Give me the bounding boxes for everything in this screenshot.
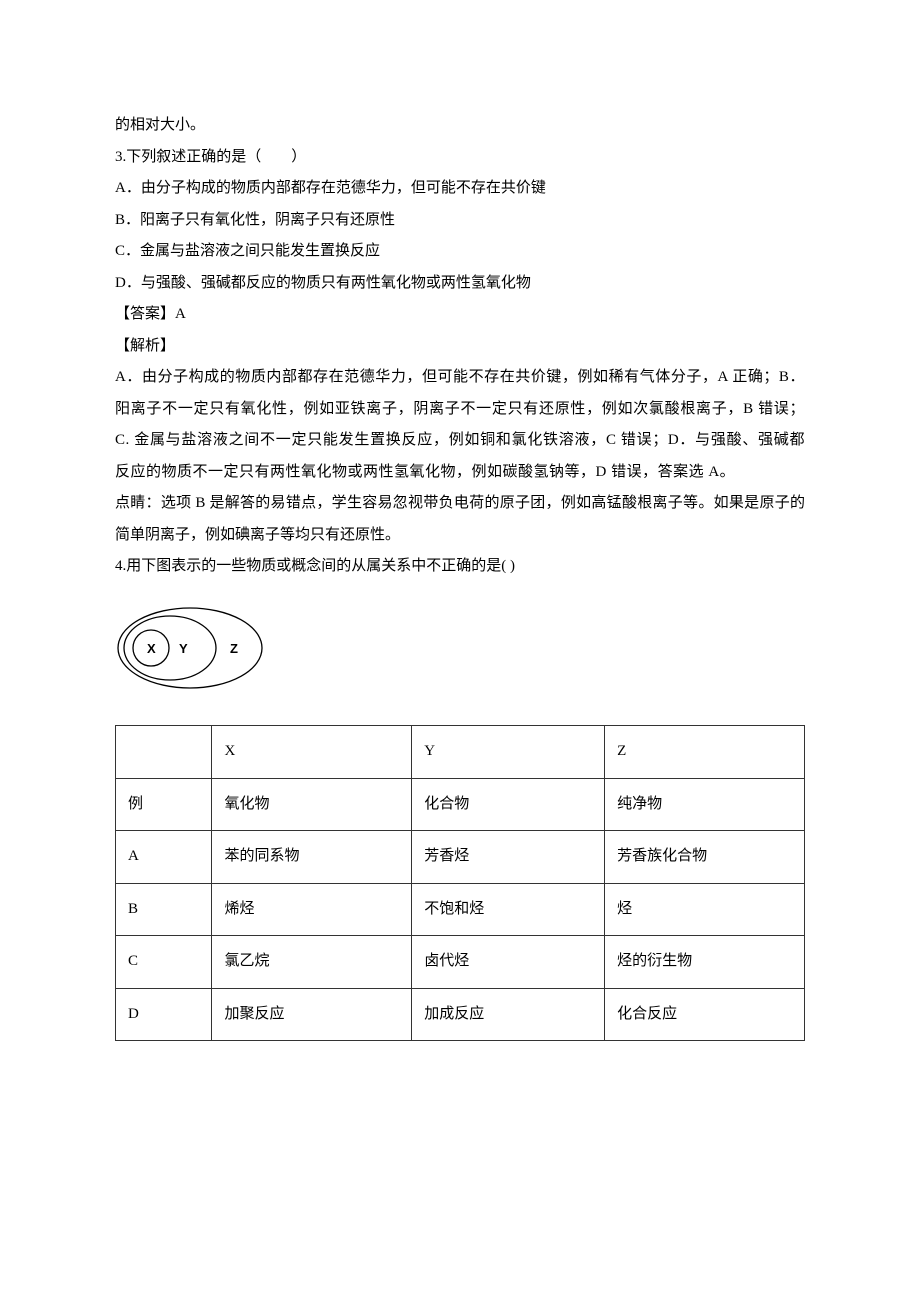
- table-cell: A: [116, 831, 212, 884]
- table-cell: 不饱和烃: [412, 883, 605, 936]
- question-3-option-b: B．阳离子只有氧化性，阴离子只有还原性: [115, 205, 805, 237]
- table-cell: C: [116, 936, 212, 989]
- table-cell: 加聚反应: [212, 988, 412, 1041]
- table-header-y: Y: [412, 726, 605, 779]
- table-cell: 纯净物: [605, 778, 805, 831]
- question-3-option-c: C．金属与盐溶液之间只能发生置换反应: [115, 236, 805, 268]
- table-cell: D: [116, 988, 212, 1041]
- continuation-text: 的相对大小。: [115, 110, 805, 142]
- table-cell: B: [116, 883, 212, 936]
- table-cell: 氧化物: [212, 778, 412, 831]
- table-row: C 氯乙烷 卤代烃 烃的衍生物: [116, 936, 805, 989]
- table-cell: 例: [116, 778, 212, 831]
- venn-ellipse-y: [124, 616, 216, 680]
- table-header-x: X: [212, 726, 412, 779]
- venn-label-z: Z: [230, 641, 238, 656]
- table-cell: 苯的同系物: [212, 831, 412, 884]
- table-header-blank: [116, 726, 212, 779]
- question-3-answer: 【答案】A: [115, 299, 805, 331]
- venn-diagram: X Y Z: [115, 603, 805, 706]
- table-cell: 芳香烃: [412, 831, 605, 884]
- table-cell: 氯乙烷: [212, 936, 412, 989]
- venn-label-y: Y: [179, 641, 188, 656]
- table-row: B 烯烃 不饱和烃 烃: [116, 883, 805, 936]
- question-3-stem: 3.下列叙述正确的是（ ）: [115, 142, 805, 174]
- table-header-row: X Y Z: [116, 726, 805, 779]
- venn-svg: X Y Z: [115, 603, 275, 693]
- table-cell: 烯烃: [212, 883, 412, 936]
- classification-table: X Y Z 例 氧化物 化合物 纯净物 A 苯的同系物 芳香烃 芳香族化合物 B…: [115, 725, 805, 1041]
- table-cell: 加成反应: [412, 988, 605, 1041]
- question-3-dianjing: 点睛：选项 B 是解答的易错点，学生容易忽视带负电荷的原子团，例如高锰酸根离子等…: [115, 488, 805, 551]
- table-cell: 芳香族化合物: [605, 831, 805, 884]
- table-row: D 加聚反应 加成反应 化合反应: [116, 988, 805, 1041]
- table-cell: 化合反应: [605, 988, 805, 1041]
- table-cell: 烃的衍生物: [605, 936, 805, 989]
- venn-label-x: X: [147, 641, 156, 656]
- table-row: A 苯的同系物 芳香烃 芳香族化合物: [116, 831, 805, 884]
- table-cell: 烃: [605, 883, 805, 936]
- question-3-option-d: D．与强酸、强碱都反应的物质只有两性氧化物或两性氢氧化物: [115, 268, 805, 300]
- table-cell: 化合物: [412, 778, 605, 831]
- table-cell: 卤代烃: [412, 936, 605, 989]
- question-3-analysis-body: A．由分子构成的物质内部都存在范德华力，但可能不存在共价键，例如稀有气体分子，A…: [115, 362, 805, 488]
- question-3-analysis-label: 【解析】: [115, 331, 805, 363]
- venn-ellipse-z: [118, 608, 262, 688]
- table-row: 例 氧化物 化合物 纯净物: [116, 778, 805, 831]
- table-header-z: Z: [605, 726, 805, 779]
- question-4-stem: 4.用下图表示的一些物质或概念间的从属关系中不正确的是( ): [115, 551, 805, 583]
- question-3-option-a: A．由分子构成的物质内部都存在范德华力，但可能不存在共价键: [115, 173, 805, 205]
